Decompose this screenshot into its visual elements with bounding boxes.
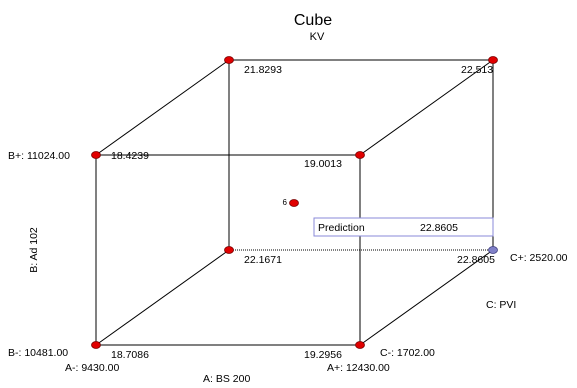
corner-point[interactable]: [488, 56, 498, 64]
cube-edge: [359, 59, 494, 156]
corner-point[interactable]: [224, 246, 234, 254]
prediction-value: 22.8605: [420, 222, 458, 234]
corner-value: 18.4239: [111, 150, 149, 162]
c-high-label: C+: 2520.00: [510, 252, 568, 264]
corner-value: 22.1671: [244, 254, 282, 266]
plot-subtitle: KV: [310, 31, 325, 43]
cube-edges: [95, 59, 494, 346]
corner-point[interactable]: [224, 56, 234, 64]
c-low-label: C-: 1702.00: [380, 347, 435, 359]
corner-value: 19.0013: [304, 158, 342, 170]
corner-value: 22.8605: [457, 254, 495, 266]
center-point[interactable]: [289, 199, 299, 207]
b-high-label: B+: 11024.00: [8, 150, 70, 162]
corner-point[interactable]: [488, 246, 498, 254]
corner-point[interactable]: [91, 151, 101, 159]
corner-value: 18.7086: [111, 349, 149, 361]
corner-value: 19.2956: [304, 349, 342, 361]
b-low-label: B-: 10481.00: [8, 347, 68, 359]
prediction-box: [313, 217, 494, 237]
corner-point[interactable]: [355, 151, 365, 159]
b-axis-label: B: Ad 102: [28, 227, 40, 273]
cube-edge: [359, 249, 494, 346]
plot-title: Cube: [294, 12, 332, 29]
corner-value: 21.8293: [244, 64, 282, 76]
corner-points: 18.7086 19.2956 18.4239 19.0013 22.1671 22.86…: [91, 56, 498, 361]
cube-edge: [95, 249, 230, 346]
corner-value: 22.513: [461, 64, 493, 76]
corner-point[interactable]: [355, 341, 365, 349]
prediction-label: Prediction: [318, 222, 365, 234]
center-replicate-count: 6: [283, 198, 288, 207]
corner-point[interactable]: [91, 341, 101, 349]
a-high-label: A+: 12430.00: [327, 362, 390, 374]
cube-edge: [95, 59, 230, 156]
a-low-label: A-: 9430.00: [65, 362, 119, 374]
a-axis-label: A: BS 200: [203, 373, 250, 385]
c-axis-label: C: PVI: [486, 299, 516, 311]
